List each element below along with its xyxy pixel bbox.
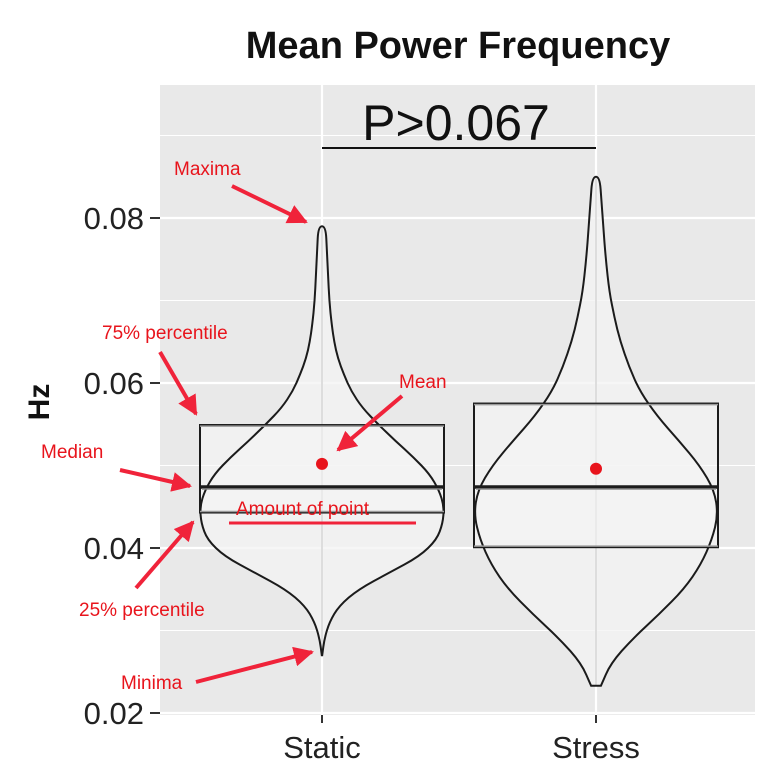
p-value-label: P>0.067 [362, 95, 550, 151]
y-tick-label: 0.04 [84, 531, 144, 566]
chart-title: Mean Power Frequency [246, 25, 670, 67]
annotation-arrow [134, 520, 195, 590]
significance-bracket: P>0.067 [322, 95, 596, 151]
x-tick-label: Stress [552, 730, 640, 765]
mean-point [316, 457, 328, 470]
annotation-arrow [336, 394, 404, 452]
group-stress [473, 175, 719, 687]
annotation-arrow [158, 350, 198, 416]
annotation-label: Minima [121, 673, 183, 694]
annotation-label: Mean [399, 372, 447, 393]
y-tick-label: 0.06 [84, 366, 144, 401]
y-tick-label: 0.02 [84, 696, 144, 731]
x-tick-label: Static [283, 730, 361, 765]
annotations: Maxima 75% percentile Mean Median Amount of … [41, 159, 447, 694]
violin [474, 175, 718, 687]
mean-point [590, 462, 602, 475]
box-outline [473, 402, 719, 549]
annotation-arrow [195, 646, 314, 684]
annotation-label: 75% percentile [102, 323, 228, 344]
annotation-label: 25% percentile [79, 600, 205, 621]
axes: 0.02 0.04 0.06 0.08 Static Stress [84, 201, 640, 765]
y-axis-label: Hz [23, 384, 56, 421]
violin [199, 225, 445, 657]
group-static [199, 225, 445, 657]
box-outline [199, 424, 445, 514]
annotation-label: Median [41, 442, 103, 463]
annotation-label: Amount of point [236, 499, 370, 520]
annotation-arrow [231, 184, 308, 224]
annotation-arrow [119, 468, 192, 492]
y-tick-label: 0.08 [84, 201, 144, 236]
data-layer [199, 175, 719, 687]
plot-panel [160, 85, 755, 715]
annotation-label: Maxima [174, 159, 241, 180]
